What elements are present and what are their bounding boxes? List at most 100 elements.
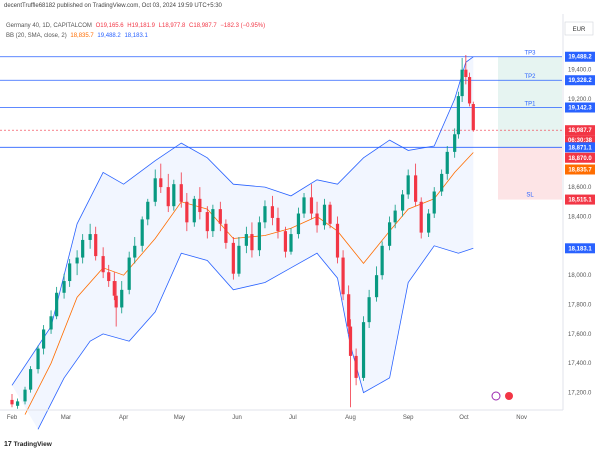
candle-body — [263, 206, 267, 223]
candlesticks — [10, 55, 475, 409]
time-tick-label: Oct — [459, 415, 469, 421]
dividend-event-icon[interactable] — [491, 391, 501, 401]
stop-zone — [498, 147, 562, 200]
candle-body — [49, 316, 53, 330]
candle-body — [302, 197, 306, 214]
candle-body — [198, 198, 202, 213]
target-zone — [498, 56, 562, 148]
candle-body — [179, 184, 183, 202]
price-tags: 19,488.2 19,328.2 19,142.3 18,987.7 06:30:38… — [565, 51, 595, 254]
candle-body — [133, 245, 137, 258]
candle-body — [401, 194, 405, 211]
price-tick-label: 17,600.0 — [568, 332, 592, 338]
candle-body — [75, 257, 79, 264]
time-tick-label: May — [174, 415, 185, 421]
price-tag-text: 18,987.7 — [568, 128, 592, 134]
candle-body — [218, 209, 222, 224]
candle-body — [471, 104, 475, 131]
candle-body — [140, 219, 144, 246]
ohlc-high: H19,181.9 — [127, 23, 155, 29]
price-tag-box — [565, 135, 595, 146]
tradingview-brand[interactable]: 17 TradingView — [4, 441, 52, 448]
candle-body — [341, 257, 345, 295]
candle-body — [380, 245, 384, 276]
time-axis[interactable]: Feb Mar Apr May Jun Jul Aug Sep Oct Nov — [7, 415, 527, 421]
time-tick-label: Feb — [7, 415, 18, 421]
bb-upper-line — [11, 56, 474, 386]
candle-body — [453, 134, 457, 152]
ohlc-close: C18,987.7 — [189, 23, 217, 29]
candle-body — [94, 234, 98, 257]
bb-band-fill — [12, 56, 474, 430]
time-tick-label: Jul — [289, 415, 297, 421]
earnings-event-icon[interactable] — [505, 392, 513, 400]
price-tag-text: 18,835.7 — [568, 167, 592, 173]
candle-body — [347, 294, 351, 327]
price-tag-text: 19,142.3 — [568, 106, 592, 112]
position-zones — [498, 56, 562, 200]
candle-body — [211, 209, 215, 232]
candle-body — [406, 175, 410, 195]
level-lines — [0, 56, 563, 148]
bb-label: BB (20, SMA, close, 2) — [6, 33, 67, 39]
price-tag-box — [565, 164, 595, 175]
price-axis[interactable]: 19,400.0 19,200.0 18,600.0 18,400.0 18,000.0… — [568, 68, 592, 397]
bb-lower-value: 18,183.1 — [124, 33, 148, 39]
candle-body — [36, 348, 40, 370]
bb-basis-value: 18,835.7 — [70, 33, 94, 39]
candle-body — [270, 206, 274, 218]
symbol-line: Germany 40, 1D, CAPITALCOM — [6, 23, 92, 29]
price-tag-text: 19,488.2 — [568, 55, 592, 61]
candle-body — [23, 389, 27, 402]
currency-box[interactable] — [564, 21, 594, 36]
bb-lower-line — [37, 245, 474, 430]
price-tag-text: 18,183.1 — [568, 246, 592, 252]
candle-body — [361, 322, 366, 378]
candle-body — [296, 213, 301, 235]
price-tick-label: 18,400.0 — [568, 214, 592, 220]
candle-body — [427, 213, 431, 233]
publish-info: decentTruffle68182 published on TradingV… — [4, 3, 222, 9]
candle-body — [309, 197, 314, 214]
candle-body — [68, 263, 72, 282]
price-tick-label: 17,800.0 — [568, 303, 592, 309]
candle-body — [464, 69, 468, 78]
candle-body — [250, 234, 254, 251]
candle-body — [88, 234, 92, 240]
stop-label: SL — [526, 193, 534, 199]
time-tick-label: Nov — [516, 415, 527, 421]
candle-body — [81, 239, 85, 258]
price-tag-box — [565, 51, 595, 62]
price-tick-label: 18,600.0 — [568, 185, 592, 191]
time-tick-label: Apr — [119, 415, 128, 421]
candle-body — [29, 369, 33, 390]
ohlc-open: O19,165.6 — [95, 23, 124, 29]
price-tag-text: 18,870.0 — [568, 156, 592, 162]
candle-body — [456, 96, 460, 135]
bb-upper-value: 19,488.2 — [97, 33, 121, 39]
candle-body — [283, 231, 288, 252]
candle-body — [237, 245, 241, 274]
price-tag-text: 19,328.2 — [568, 78, 592, 84]
candle-body — [101, 256, 105, 273]
candle-body — [335, 223, 340, 258]
price-tick-label: 19,200.0 — [568, 97, 592, 103]
price-tag-box — [565, 194, 595, 205]
bb-legend[interactable]: BB (20, SMA, close, 2) 18,835.7 19,488.2… — [6, 33, 150, 39]
candle-body — [328, 204, 332, 224]
price-tick-label: 17,400.0 — [568, 361, 592, 367]
price-tag-box — [565, 102, 595, 113]
candle-body — [257, 222, 261, 251]
price-tag-box — [565, 75, 595, 86]
candle-body — [205, 212, 209, 232]
candle-body — [244, 234, 248, 246]
tradingview-logo-icon: 17 — [4, 441, 12, 448]
event-markers[interactable] — [491, 391, 513, 401]
candle-body — [146, 201, 150, 220]
target-label-3: TP3 — [524, 51, 536, 57]
price-tag-box — [565, 125, 595, 136]
time-tick-label: Aug — [345, 415, 356, 421]
candle-body — [393, 210, 397, 223]
time-tick-label: Mar — [61, 415, 71, 421]
